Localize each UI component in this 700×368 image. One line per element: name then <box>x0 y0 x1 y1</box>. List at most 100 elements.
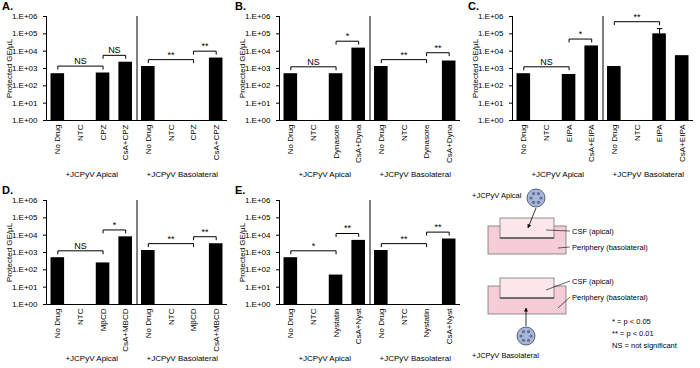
svg-text:No Drug: No Drug <box>144 309 153 339</box>
svg-text:**: ** <box>201 227 209 237</box>
svg-text:1.E+06: 1.E+06 <box>12 196 38 205</box>
svg-text:+JCPyV Basolateral: +JCPyV Basolateral <box>380 170 452 179</box>
svg-text:1.E+01: 1.E+01 <box>245 99 271 108</box>
svg-text:** = p < 0.01: ** = p < 0.01 <box>612 329 654 338</box>
svg-text:NTC: NTC <box>542 124 551 141</box>
svg-text:*: * <box>579 29 583 39</box>
svg-text:1.E+04: 1.E+04 <box>245 231 271 240</box>
svg-text:1.E+01: 1.E+01 <box>245 283 271 292</box>
svg-text:No Drug: No Drug <box>286 125 295 155</box>
svg-text:1.E+02: 1.E+02 <box>245 265 271 274</box>
svg-text:1.E+05: 1.E+05 <box>12 213 38 222</box>
svg-text:1.E+02: 1.E+02 <box>12 265 38 274</box>
svg-text:1.E+02: 1.E+02 <box>478 81 504 90</box>
svg-text:CPZ: CPZ <box>189 124 198 140</box>
svg-text:NTC: NTC <box>632 124 641 141</box>
svg-text:Periphery (basolateral): Periphery (basolateral) <box>572 293 648 302</box>
svg-text:NS: NS <box>74 56 87 66</box>
svg-text:+JCPyV Basolateral: +JCPyV Basolateral <box>147 170 219 179</box>
svg-text:1.E+05: 1.E+05 <box>245 29 271 38</box>
svg-text:1.E+00: 1.E+00 <box>12 300 38 309</box>
svg-text:**: ** <box>167 50 175 60</box>
svg-text:NTC: NTC <box>166 124 175 141</box>
svg-text:**: ** <box>434 43 442 53</box>
svg-text:1.E+00: 1.E+00 <box>245 300 271 309</box>
svg-text:CsA+Dyna: CsA+Dyna <box>354 124 363 163</box>
svg-text:1.E+06: 1.E+06 <box>245 12 271 21</box>
svg-text:NS: NS <box>540 57 553 67</box>
svg-text:**: ** <box>434 222 442 232</box>
svg-text:**: ** <box>201 41 209 51</box>
svg-text:Periphery (basolateral): Periphery (basolateral) <box>572 243 648 252</box>
svg-text:1.E+04: 1.E+04 <box>245 47 271 56</box>
svg-text:No Drug: No Drug <box>377 309 386 339</box>
svg-text:CsA+Nyst: CsA+Nyst <box>354 308 363 345</box>
svg-text:CPZ: CPZ <box>99 124 108 140</box>
svg-text:NS: NS <box>307 57 320 67</box>
svg-text:1.E+04: 1.E+04 <box>12 231 38 240</box>
svg-text:CsA+MBCD: CsA+MBCD <box>121 308 130 352</box>
svg-text:1.E+01: 1.E+01 <box>12 99 38 108</box>
svg-text:+JCPyV Apical: +JCPyV Apical <box>65 354 118 363</box>
svg-text:1.E+03: 1.E+03 <box>245 64 271 73</box>
svg-text:NTC: NTC <box>399 124 408 141</box>
svg-text:**: ** <box>400 50 408 60</box>
svg-text:EIPA: EIPA <box>655 124 664 142</box>
svg-text:*: * <box>312 241 316 251</box>
svg-text:Dynasore: Dynasore <box>422 124 431 159</box>
svg-text:CsA+EIPA: CsA+EIPA <box>678 124 687 162</box>
svg-text:1.E+06: 1.E+06 <box>478 12 504 21</box>
svg-text:1.E+03: 1.E+03 <box>12 64 38 73</box>
svg-text:NTC: NTC <box>76 124 85 141</box>
svg-text:EIPA: EIPA <box>565 124 574 142</box>
svg-text:Protected GE/µL: Protected GE/µL <box>471 38 480 98</box>
svg-text:NTC: NTC <box>309 308 318 325</box>
svg-text:1.E+00: 1.E+00 <box>12 116 38 125</box>
svg-text:NS: NS <box>108 45 121 55</box>
svg-text:+JCPyV Apical: +JCPyV Apical <box>298 354 351 363</box>
svg-text:1.E+03: 1.E+03 <box>245 248 271 257</box>
svg-text:CsA+Dyna: CsA+Dyna <box>445 124 454 163</box>
svg-text:1.E+02: 1.E+02 <box>12 81 38 90</box>
svg-text:1.E+06: 1.E+06 <box>245 196 271 205</box>
svg-text:**: ** <box>344 223 352 233</box>
svg-text:+JCPyV Basolateral: +JCPyV Basolateral <box>147 354 219 363</box>
svg-text:1.E+01: 1.E+01 <box>12 283 38 292</box>
svg-text:**: ** <box>633 12 641 22</box>
svg-text:NTC: NTC <box>399 308 408 325</box>
svg-text:NTC: NTC <box>309 124 318 141</box>
svg-text:No Drug: No Drug <box>144 125 153 155</box>
svg-text:NTC: NTC <box>166 308 175 325</box>
svg-text:* = p < 0.05: * = p < 0.05 <box>612 317 651 326</box>
svg-text:No Drug: No Drug <box>610 125 619 155</box>
svg-text:1.E+03: 1.E+03 <box>478 64 504 73</box>
svg-text:Nystatin: Nystatin <box>422 309 431 338</box>
svg-text:**: ** <box>400 234 408 244</box>
svg-text:CsA+CPZ: CsA+CPZ <box>212 124 221 160</box>
svg-text:1.E+04: 1.E+04 <box>12 47 38 56</box>
svg-text:*: * <box>346 31 350 41</box>
svg-text:Protected GE/µL: Protected GE/µL <box>5 222 14 282</box>
svg-text:NS: NS <box>74 241 87 251</box>
svg-text:CSF (apical): CSF (apical) <box>572 277 614 286</box>
svg-text:Nystatin: Nystatin <box>332 309 341 338</box>
svg-text:Dynasore: Dynasore <box>332 124 341 159</box>
svg-text:+JCPyV Apical: +JCPyV Apical <box>65 170 118 179</box>
svg-text:CsA+EIPA: CsA+EIPA <box>587 124 596 162</box>
svg-text:NS = not significant: NS = not significant <box>612 341 678 350</box>
svg-text:*: * <box>113 220 117 230</box>
svg-text:CsA+Nyst: CsA+Nyst <box>445 308 454 345</box>
svg-text:No Drug: No Drug <box>286 309 295 339</box>
svg-text:1.E+02: 1.E+02 <box>245 81 271 90</box>
svg-text:1.E+05: 1.E+05 <box>12 29 38 38</box>
svg-text:+JCPyV Basolateral: +JCPyV Basolateral <box>613 170 685 179</box>
svg-text:+JCPyV Basolateral: +JCPyV Basolateral <box>472 351 539 360</box>
svg-text:+JCPyV Basolateral: +JCPyV Basolateral <box>380 354 452 363</box>
svg-text:1.E+00: 1.E+00 <box>245 116 271 125</box>
svg-text:No Drug: No Drug <box>519 125 528 155</box>
svg-text:No Drug: No Drug <box>53 125 62 155</box>
svg-text:Protected GE/µL: Protected GE/µL <box>5 38 14 98</box>
svg-text:CsA+CPZ: CsA+CPZ <box>121 124 130 160</box>
svg-text:MβCD: MβCD <box>189 308 198 331</box>
svg-text:NTC: NTC <box>76 308 85 325</box>
